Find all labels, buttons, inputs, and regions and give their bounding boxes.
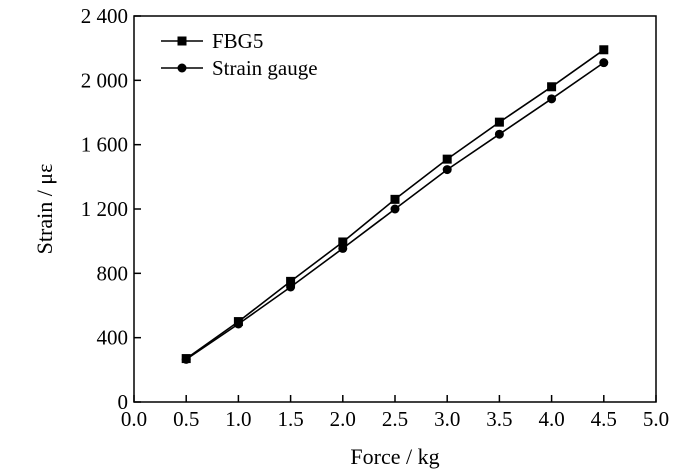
legend-marker-0 (177, 36, 187, 46)
data-point-1-3 (338, 243, 348, 253)
y-tick-label: 800 (97, 261, 129, 285)
data-point-1-4 (390, 204, 400, 214)
data-point-0-5 (442, 154, 452, 164)
series-layer (181, 45, 609, 364)
x-axis-label: Force / kg (350, 444, 439, 469)
x-tick-label: 2.0 (330, 407, 356, 431)
legend-label-0: FBG5 (212, 29, 263, 53)
x-axis-ticks: 0.0 0.5 1.0 1.5 2.0 2.5 3.0 3.5 4.0 4.5 5.0 (121, 395, 669, 431)
data-point-0-7 (547, 82, 557, 92)
x-tick-label: 3.5 (486, 407, 512, 431)
data-point-1-0 (181, 354, 191, 364)
legend-marker-1 (177, 63, 187, 73)
x-tick-label: 1.5 (277, 407, 303, 431)
data-point-0-2 (286, 276, 296, 286)
x-tick-label: 5.0 (643, 407, 669, 431)
data-point-1-8 (599, 58, 609, 68)
x-tick-label: 4.5 (591, 407, 617, 431)
x-tick-label: 0.0 (121, 407, 147, 431)
x-tick-label: 4.0 (538, 407, 564, 431)
y-tick-label: 2 000 (81, 68, 128, 92)
x-tick-label: 1.0 (225, 407, 251, 431)
y-tick-label: 2 400 (81, 4, 128, 28)
series-line-0 (185, 49, 605, 360)
data-point-1-6 (494, 129, 504, 139)
y-axis-label: Strain / με (32, 164, 57, 255)
y-tick-label: 400 (97, 326, 129, 350)
x-tick-label: 3.0 (434, 407, 460, 431)
data-point-1-2 (286, 282, 296, 292)
y-tick-label: 1 200 (81, 197, 128, 221)
legend: FBG5 Strain gauge (161, 29, 318, 80)
data-point-1-7 (547, 94, 557, 104)
legend-label-1: Strain gauge (212, 56, 318, 80)
y-axis-ticks: 0 400 800 1 200 1 600 2 000 2 400 (81, 4, 141, 414)
data-point-0-8 (599, 45, 609, 55)
data-point-0-6 (494, 117, 504, 127)
y-tick-label: 1 600 (81, 133, 128, 157)
y-tick-label: 0 (118, 390, 129, 414)
data-point-0-4 (390, 194, 400, 204)
x-tick-label: 2.5 (382, 407, 408, 431)
data-point-0-3 (338, 237, 348, 247)
data-point-1-1 (233, 319, 243, 329)
x-tick-label: 0.5 (173, 407, 199, 431)
data-point-1-5 (442, 165, 452, 175)
